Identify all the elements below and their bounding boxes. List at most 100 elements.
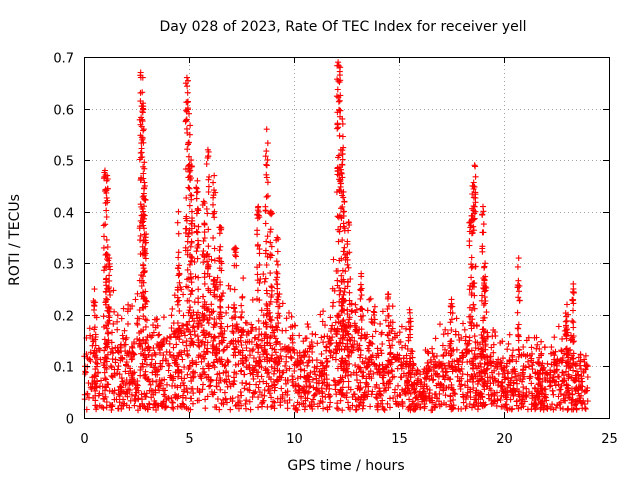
data-point — [554, 362, 560, 369]
data-point — [345, 399, 351, 406]
y-tick-label: 0.4 — [53, 207, 74, 222]
data-point — [85, 380, 92, 386]
data-point — [142, 255, 149, 262]
data-point — [379, 365, 386, 372]
data-point — [450, 386, 457, 393]
data-point — [274, 248, 281, 255]
data-point — [248, 339, 255, 345]
data-point — [528, 344, 535, 351]
data-point — [514, 263, 521, 270]
data-point — [464, 389, 471, 396]
data-point — [189, 357, 196, 364]
data-point — [437, 384, 443, 391]
data-point — [409, 354, 416, 361]
data-point — [124, 390, 131, 397]
data-point — [190, 400, 196, 407]
y-tick-label: 0.1 — [53, 361, 74, 376]
data-point — [152, 351, 159, 358]
x-tick-label: 10 — [286, 432, 303, 447]
data-point — [264, 179, 271, 186]
data-point — [100, 222, 107, 229]
data-point — [376, 385, 383, 392]
data-point — [283, 315, 290, 322]
data-point — [551, 334, 558, 341]
data-point — [459, 371, 466, 378]
data-point — [195, 286, 202, 293]
data-point — [570, 324, 577, 331]
data-point — [155, 332, 162, 339]
data-point — [481, 361, 488, 367]
x-tick-label: 0 — [80, 432, 88, 447]
data-point — [264, 339, 270, 346]
data-point — [304, 321, 311, 328]
data-point — [201, 355, 208, 362]
data-point — [94, 370, 101, 376]
data-point — [577, 358, 584, 365]
data-point — [286, 397, 293, 403]
data-point — [117, 390, 124, 396]
data-point — [329, 322, 336, 329]
data-point — [369, 333, 376, 340]
data-point — [534, 341, 541, 348]
data-point — [205, 243, 212, 250]
data-point — [467, 394, 474, 401]
data-point — [106, 387, 113, 394]
data-point — [131, 395, 138, 402]
data-point — [506, 331, 513, 338]
data-point — [115, 405, 122, 412]
data-point — [336, 97, 343, 104]
data-point — [396, 329, 403, 336]
data-point — [279, 300, 286, 307]
data-point — [188, 279, 195, 286]
data-point — [581, 401, 588, 408]
data-point — [460, 353, 467, 359]
data-point — [184, 389, 191, 396]
data-point — [202, 405, 209, 412]
data-point — [358, 292, 365, 299]
data-point — [498, 365, 505, 372]
data-point — [163, 357, 170, 364]
data-point — [187, 243, 194, 250]
data-point — [516, 297, 523, 304]
data-point — [205, 189, 212, 195]
data-point — [167, 352, 174, 358]
data-point — [335, 98, 342, 105]
data-point — [263, 312, 270, 319]
data-point — [429, 377, 436, 384]
data-point — [176, 308, 183, 314]
data-point — [317, 397, 324, 404]
data-point — [142, 323, 149, 330]
data-point — [120, 396, 127, 403]
data-point — [570, 367, 577, 374]
data-point — [357, 351, 364, 358]
data-point — [350, 344, 357, 351]
data-point — [138, 145, 145, 152]
data-point — [403, 352, 410, 359]
y-axis-title: ROTI / TECUs — [7, 194, 23, 286]
data-point — [581, 356, 588, 363]
data-point — [404, 345, 411, 352]
data-point — [242, 400, 249, 407]
data-point — [377, 320, 384, 327]
data-point — [493, 363, 500, 370]
data-point — [479, 248, 486, 255]
data-point — [582, 352, 589, 359]
data-point — [466, 242, 473, 249]
data-point — [187, 192, 194, 198]
data-point — [84, 391, 91, 397]
data-point — [188, 312, 195, 319]
data-point — [312, 371, 319, 378]
data-point — [525, 358, 531, 365]
data-point — [264, 140, 271, 147]
data-point — [198, 358, 205, 365]
data-point — [278, 385, 285, 392]
data-point — [279, 327, 286, 334]
data-point — [396, 339, 402, 346]
data-point — [320, 405, 327, 412]
data-point — [548, 350, 554, 357]
data-point — [337, 397, 344, 404]
data-point — [341, 198, 348, 205]
data-point — [472, 339, 479, 345]
data-point — [180, 312, 187, 319]
data-point — [491, 392, 498, 399]
